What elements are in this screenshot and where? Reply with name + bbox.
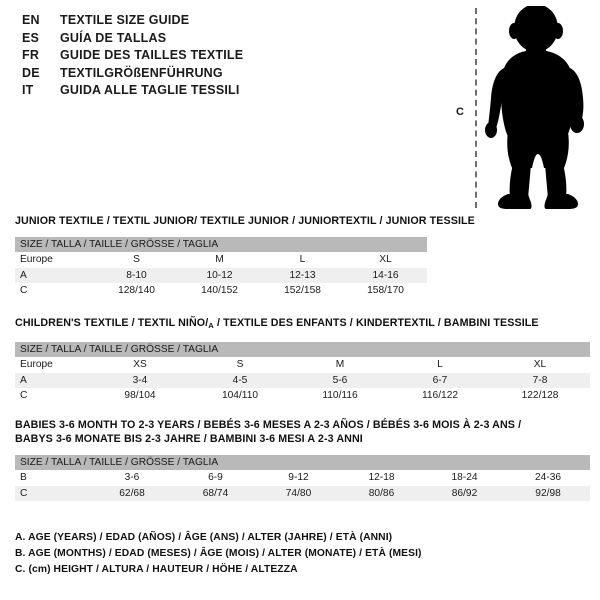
- babies-b-value-1: 6-9: [174, 470, 257, 486]
- junior-europe-value-1: M: [178, 252, 261, 268]
- section-title-children: CHILDREN'S TEXTILE / TEXTIL NIÑO/A / TEX…: [15, 316, 590, 333]
- junior-europe-value-0: S: [95, 252, 178, 268]
- children-table-header-bar: SIZE / TALLA / TAILLE / GRÖSSE / TAGLIA: [15, 342, 591, 357]
- language-title-en: TEXTILE SIZE GUIDE: [60, 13, 190, 27]
- language-code-de: DE: [22, 65, 40, 80]
- table-row: Europe S M L XL: [15, 252, 428, 268]
- language-title-block: EN TEXTILE SIZE GUIDE ES GUÍA DE TALLAS …: [22, 13, 422, 101]
- babies-b-value-2: 9-12: [257, 470, 340, 486]
- section-title-children-pre: CHILDREN'S TEXTILE / TEXTIL NIÑO: [15, 317, 206, 329]
- children-size-bar-label: SIZE / TALLA / TAILLE / GRÖSSE / TAGLIA: [15, 342, 591, 357]
- babies-c-value-0: 62/68: [90, 485, 174, 501]
- junior-europe-value-3: XL: [344, 252, 428, 268]
- junior-size-table: SIZE / TALLA / TAILLE / GRÖSSE / TAGLIA …: [15, 237, 428, 299]
- measurement-legend: A. AGE (YEARS) / EDAD (AÑOS) / ÂGE (ANS)…: [15, 530, 422, 578]
- children-a-value-4: 7-8: [490, 372, 591, 388]
- table-row: Europe XS S M L XL: [15, 357, 591, 373]
- children-c-value-2: 110/116: [290, 388, 390, 404]
- junior-row-label-c: C: [15, 283, 95, 299]
- language-code-fr: FR: [22, 48, 40, 62]
- junior-a-value-2: 12-13: [261, 267, 344, 283]
- height-measurement-figure: C: [440, 0, 600, 215]
- junior-row-label-a: A: [15, 267, 95, 283]
- junior-a-value-1: 10-12: [178, 267, 261, 283]
- junior-c-value-0: 128/140: [95, 283, 178, 299]
- babies-size-table: SIZE / TALLA / TAILLE / GRÖSSE / TAGLIA …: [15, 455, 591, 501]
- section-babies-textile: BABIES 3-6 MONTH TO 2-3 YEARS / BEBÉS 3-…: [15, 418, 591, 501]
- children-c-value-0: 98/104: [90, 388, 190, 404]
- language-row-it: IT GUIDA ALLE TAGLIE TESSILI: [22, 83, 422, 101]
- section-title-babies-line2: BABYS 3-6 MONATE BIS 2-3 JAHRE / BAMBINI…: [15, 433, 363, 445]
- toddler-silhouette-icon: [485, 6, 584, 209]
- junior-c-value-3: 158/170: [344, 283, 428, 299]
- children-c-value-1: 104/110: [190, 388, 290, 404]
- language-title-de: TEXTILGRÖßENFÜHRUNG: [60, 65, 223, 80]
- table-row: C 62/68 68/74 74/80 80/86 86/92 92/98: [15, 485, 591, 501]
- junior-c-value-1: 140/152: [178, 283, 261, 299]
- children-c-value-4: 122/128: [490, 388, 591, 404]
- language-title-fr: GUIDE DES TAILLES TEXTILE: [60, 48, 244, 62]
- junior-a-value-0: 8-10: [95, 267, 178, 283]
- babies-c-value-1: 68/74: [174, 485, 257, 501]
- section-title-children-post: / TEXTILE DES ENFANTS / KINDERTEXTIL / B…: [213, 317, 539, 329]
- babies-row-label-b: B: [15, 470, 90, 486]
- junior-size-bar-label: SIZE / TALLA / TAILLE / GRÖSSE / TAGLIA: [15, 237, 428, 252]
- children-europe-value-3: L: [390, 357, 490, 373]
- babies-c-value-2: 74/80: [257, 485, 340, 501]
- babies-c-value-5: 92/98: [506, 485, 591, 501]
- section-title-babies-line1: BABIES 3-6 MONTH TO 2-3 YEARS / BEBÉS 3-…: [15, 419, 522, 431]
- children-row-label-a: A: [15, 372, 90, 388]
- language-code-it: IT: [22, 83, 34, 97]
- language-code-es: ES: [22, 30, 40, 45]
- babies-size-bar-label: SIZE / TALLA / TAILLE / GRÖSSE / TAGLIA: [15, 455, 591, 470]
- children-size-table: SIZE / TALLA / TAILLE / GRÖSSE / TAGLIA …: [15, 342, 591, 404]
- table-row: C 98/104 104/110 110/116 116/122 122/128: [15, 388, 591, 404]
- babies-table-header-bar: SIZE / TALLA / TAILLE / GRÖSSE / TAGLIA: [15, 455, 591, 470]
- babies-b-value-3: 12-18: [340, 470, 423, 486]
- language-title-es: GUÍA DE TALLAS: [60, 30, 167, 45]
- legend-line-c: C. (cm) HEIGHT / ALTURA / HAUTEUR / HÖHE…: [15, 564, 298, 575]
- table-row: A 8-10 10-12 12-13 14-16: [15, 267, 428, 283]
- children-row-label-europe: Europe: [15, 357, 90, 373]
- section-title-junior: JUNIOR TEXTILE / TEXTIL JUNIOR/ TEXTILE …: [15, 215, 475, 227]
- section-title-children-subscript: A: [208, 321, 214, 330]
- language-title-it: GUIDA ALLE TAGLIE TESSILI: [60, 83, 240, 97]
- language-row-fr: FR GUIDE DES TAILLES TEXTILE: [22, 48, 422, 66]
- junior-row-label-europe: Europe: [15, 252, 95, 268]
- babies-row-label-c: C: [15, 485, 90, 501]
- children-a-value-0: 3-4: [90, 372, 190, 388]
- junior-europe-value-2: L: [261, 252, 344, 268]
- junior-table-header-bar: SIZE / TALLA / TAILLE / GRÖSSE / TAGLIA: [15, 237, 428, 252]
- babies-b-value-0: 3-6: [90, 470, 174, 486]
- language-row-de: DE TEXTILGRÖßENFÜHRUNG: [22, 66, 422, 84]
- language-code-en: EN: [22, 13, 40, 27]
- table-row: C 128/140 140/152 152/158 158/170: [15, 283, 428, 299]
- children-a-value-2: 5-6: [290, 372, 390, 388]
- junior-c-value-2: 152/158: [261, 283, 344, 299]
- children-europe-value-1: S: [190, 357, 290, 373]
- children-c-value-3: 116/122: [390, 388, 490, 404]
- table-row: A 3-4 4-5 5-6 6-7 7-8: [15, 372, 591, 388]
- junior-a-value-3: 14-16: [344, 267, 428, 283]
- babies-b-value-4: 18-24: [423, 470, 506, 486]
- children-europe-value-4: XL: [490, 357, 591, 373]
- children-a-value-1: 4-5: [190, 372, 290, 388]
- language-row-es: ES GUÍA DE TALLAS: [22, 31, 422, 49]
- table-row: B 3-6 6-9 9-12 12-18 18-24 24-36: [15, 470, 591, 486]
- height-dashed-line: [475, 8, 477, 208]
- babies-c-value-4: 86/92: [423, 485, 506, 501]
- babies-c-value-3: 80/86: [340, 485, 423, 501]
- legend-line-b: B. AGE (MONTHS) / EDAD (MESES) / ÂGE (MO…: [15, 548, 422, 559]
- section-childrens-textile: CHILDREN'S TEXTILE / TEXTIL NIÑO/A / TEX…: [15, 316, 591, 404]
- language-row-en: EN TEXTILE SIZE GUIDE: [22, 13, 422, 31]
- children-europe-value-2: M: [290, 357, 390, 373]
- legend-line-a: A. AGE (YEARS) / EDAD (AÑOS) / ÂGE (ANS)…: [15, 532, 393, 543]
- children-europe-value-0: XS: [90, 357, 190, 373]
- babies-b-value-5: 24-36: [506, 470, 591, 486]
- section-title-children-slash: /: [205, 317, 209, 329]
- children-a-value-3: 6-7: [390, 372, 490, 388]
- section-junior-textile: JUNIOR TEXTILE / TEXTIL JUNIOR/ TEXTILE …: [15, 214, 475, 299]
- children-row-label-c: C: [15, 388, 90, 404]
- height-measure-label: C: [456, 106, 464, 118]
